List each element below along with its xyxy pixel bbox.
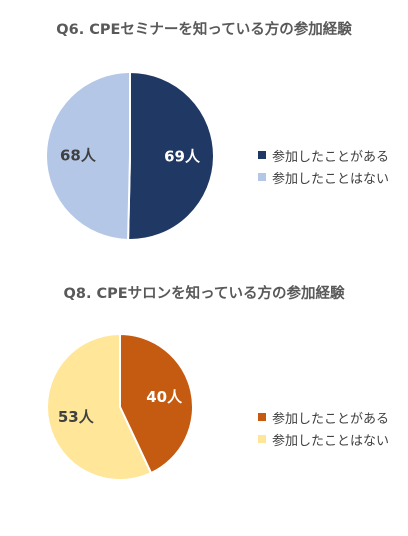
chart-title: Q6. CPEセミナーを知っている方の参加経験: [56, 22, 352, 38]
legend: 参加したことがある 参加したことはない: [258, 144, 389, 188]
data-label: 53人: [58, 408, 95, 426]
legend-label: 参加したことがある: [272, 411, 390, 427]
data-label: 69人: [164, 148, 201, 166]
data-label: 68人: [60, 146, 97, 164]
chart-q6: Q6. CPEセミナーを知っている方の参加経験 69人 68人 参加したことがある…: [0, 0, 408, 260]
legend-label: 参加したことがある: [272, 149, 390, 165]
pie-chart: 40人 53人: [46, 332, 194, 481]
legend-item-participated: 参加したことがある: [258, 144, 389, 166]
legend-swatch: [258, 173, 266, 181]
pie-slice-not-participated: [45, 70, 131, 242]
data-label: 40人: [146, 388, 183, 406]
pie-slice-participated: [119, 332, 194, 475]
legend-label: 参加したことはない: [272, 433, 390, 449]
legend-item-not-participated: 参加したことはない: [258, 428, 389, 450]
chart-title: Q8. CPEサロンを知っている方の参加経験: [63, 286, 345, 302]
legend-swatch: [258, 151, 266, 159]
pie-slice-participated: [127, 70, 215, 241]
legend-label: 参加したことはない: [272, 171, 390, 187]
legend: 参加したことがある 参加したことはない: [258, 406, 389, 450]
chart-q8: Q8. CPEサロンを知っている方の参加経験 40人 53人 参加したことがある …: [0, 270, 408, 536]
legend-item-not-participated: 参加したことはない: [258, 166, 389, 188]
pie-slice-not-participated: [46, 332, 153, 481]
legend-swatch: [258, 413, 266, 421]
pie-chart: 69人 68人: [45, 70, 215, 242]
legend-item-participated: 参加したことがある: [258, 406, 389, 428]
legend-swatch: [258, 435, 266, 443]
